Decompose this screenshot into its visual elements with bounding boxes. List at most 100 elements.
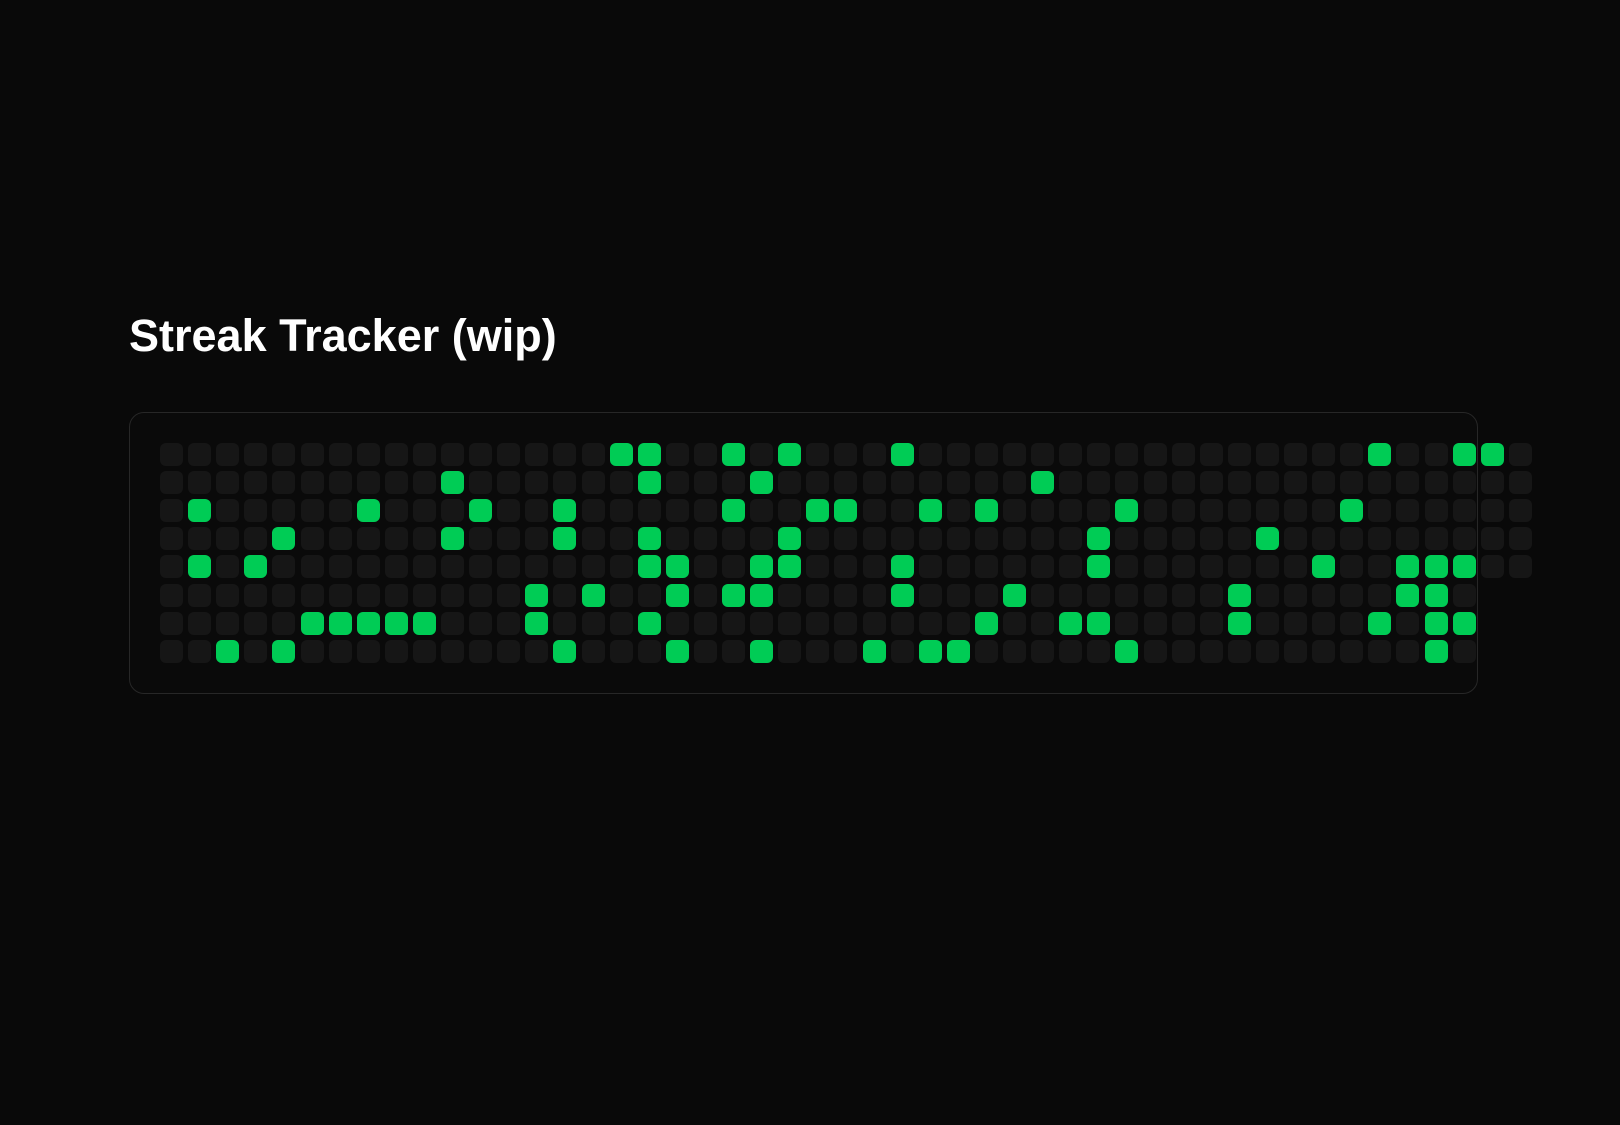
streak-day-empty	[638, 640, 661, 663]
streak-day-active	[553, 527, 576, 550]
streak-day-empty	[1172, 640, 1195, 663]
streak-day-empty	[1031, 499, 1054, 522]
streak-day-empty	[469, 555, 492, 578]
streak-day-empty	[1284, 640, 1307, 663]
streak-day-empty	[188, 527, 211, 550]
streak-day-empty	[1200, 555, 1223, 578]
streak-day-empty	[806, 527, 829, 550]
streak-day-empty	[497, 499, 520, 522]
streak-day-empty	[1368, 584, 1391, 607]
streak-day-empty	[863, 584, 886, 607]
streak-day-empty	[1312, 471, 1335, 494]
streak-day-active	[750, 640, 773, 663]
streak-day-active	[1425, 584, 1448, 607]
streak-day-empty	[385, 471, 408, 494]
streak-day-empty	[919, 527, 942, 550]
streak-day-empty	[1228, 499, 1251, 522]
streak-day-active	[272, 640, 295, 663]
streak-day-empty	[160, 527, 183, 550]
streak-day-empty	[301, 471, 324, 494]
streak-day-empty	[413, 640, 436, 663]
streak-day-active	[272, 527, 295, 550]
streak-day-empty	[863, 499, 886, 522]
streak-day-empty	[272, 443, 295, 466]
streak-day-empty	[497, 527, 520, 550]
streak-day-empty	[947, 584, 970, 607]
streak-day-empty	[357, 527, 380, 550]
streak-day-empty	[722, 612, 745, 635]
streak-day-empty	[413, 471, 436, 494]
streak-day-active	[1340, 499, 1363, 522]
streak-day-empty	[1481, 499, 1504, 522]
streak-day-active	[975, 499, 998, 522]
streak-day-empty	[1200, 471, 1223, 494]
streak-day-empty	[497, 612, 520, 635]
streak-day-active	[750, 584, 773, 607]
streak-day-active	[553, 640, 576, 663]
streak-day-empty	[1172, 499, 1195, 522]
streak-day-empty	[1031, 584, 1054, 607]
streak-day-active	[1481, 443, 1504, 466]
streak-day-active	[441, 471, 464, 494]
streak-day-empty	[1481, 471, 1504, 494]
streak-day-empty	[863, 443, 886, 466]
streak-day-empty	[863, 555, 886, 578]
streak-day-empty	[413, 555, 436, 578]
streak-day-empty	[1003, 471, 1026, 494]
streak-day-empty	[301, 584, 324, 607]
streak-day-empty	[244, 640, 267, 663]
streak-day-empty	[1172, 612, 1195, 635]
streak-day-empty	[160, 555, 183, 578]
streak-day-active	[329, 612, 352, 635]
streak-day-empty	[272, 612, 295, 635]
streak-day-active	[1453, 612, 1476, 635]
streak-day-empty	[1256, 612, 1279, 635]
streak-day-empty	[919, 443, 942, 466]
streak-day-empty	[1003, 640, 1026, 663]
streak-day-empty	[975, 640, 998, 663]
streak-day-empty	[1228, 443, 1251, 466]
streak-day-empty	[553, 471, 576, 494]
streak-day-empty	[1340, 471, 1363, 494]
streak-day-empty	[1396, 527, 1419, 550]
streak-day-empty	[694, 499, 717, 522]
streak-day-active	[722, 584, 745, 607]
streak-day-empty	[1453, 640, 1476, 663]
streak-day-empty	[1200, 612, 1223, 635]
streak-day-empty	[1284, 471, 1307, 494]
streak-day-empty	[666, 612, 689, 635]
streak-day-active	[441, 527, 464, 550]
streak-day-empty	[1368, 640, 1391, 663]
streak-day-active	[947, 640, 970, 663]
streak-day-empty	[1003, 499, 1026, 522]
streak-day-empty	[469, 443, 492, 466]
streak-day-empty	[947, 527, 970, 550]
streak-day-empty	[525, 471, 548, 494]
streak-day-empty	[244, 527, 267, 550]
streak-day-empty	[1228, 640, 1251, 663]
streak-day-empty	[301, 527, 324, 550]
page-title: Streak Tracker (wip)	[129, 310, 557, 361]
streak-day-active	[666, 555, 689, 578]
streak-day-empty	[1368, 527, 1391, 550]
streak-day-empty	[1425, 443, 1448, 466]
streak-day-empty	[497, 555, 520, 578]
streak-day-active	[385, 612, 408, 635]
streak-day-empty	[216, 499, 239, 522]
streak-day-empty	[1087, 443, 1110, 466]
streak-day-empty	[919, 471, 942, 494]
streak-day-empty	[610, 584, 633, 607]
streak-day-empty	[806, 612, 829, 635]
streak-day-empty	[666, 499, 689, 522]
streak-day-empty	[188, 471, 211, 494]
streak-day-empty	[582, 443, 605, 466]
streak-day-empty	[301, 640, 324, 663]
streak-day-empty	[1115, 443, 1138, 466]
streak-day-active	[357, 499, 380, 522]
streak-day-empty	[329, 471, 352, 494]
streak-day-active	[1115, 640, 1138, 663]
streak-day-empty	[244, 499, 267, 522]
streak-day-empty	[610, 471, 633, 494]
streak-day-empty	[1200, 584, 1223, 607]
streak-day-empty	[975, 584, 998, 607]
